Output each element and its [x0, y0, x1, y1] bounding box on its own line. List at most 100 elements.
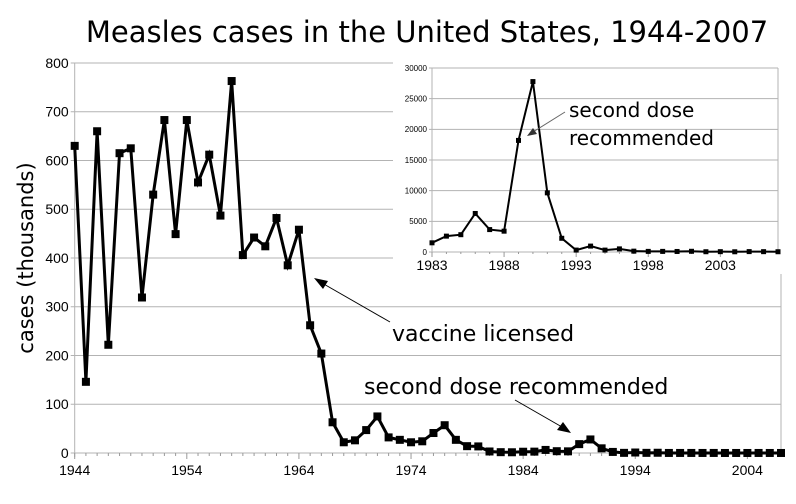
data-point [586, 435, 595, 444]
data-point [250, 233, 259, 242]
data-point [496, 448, 505, 457]
y-axis-label: cases (thousands) [14, 162, 38, 353]
chart-title: Measles cases in the United States, 1944… [86, 15, 768, 49]
data-point [660, 248, 666, 254]
data-point [485, 447, 494, 456]
data-point [171, 230, 180, 239]
data-point [698, 448, 707, 457]
data-point [294, 225, 303, 234]
data-point [373, 412, 382, 421]
main-annotations: vaccine licensed second dose recommended [314, 278, 668, 433]
annotation-vaccine-licensed: vaccine licensed [392, 322, 574, 347]
data-point [458, 232, 464, 238]
data-point [703, 249, 709, 255]
data-point [362, 426, 371, 435]
data-point [407, 438, 416, 447]
x-tick-label: 1998 [633, 257, 664, 273]
data-point [544, 190, 550, 196]
data-point [602, 247, 608, 253]
data-point [552, 447, 561, 456]
data-point [317, 349, 326, 358]
data-point [689, 248, 694, 254]
x-tick-label: 1964 [283, 462, 314, 478]
data-point [746, 249, 752, 255]
data-point [194, 178, 203, 187]
data-point [588, 243, 594, 249]
y-tick-label: 800 [45, 55, 69, 71]
second-dose-arrowhead [557, 422, 571, 433]
x-tick-label: 1954 [171, 462, 202, 478]
data-point [463, 442, 472, 451]
data-point [238, 251, 247, 260]
data-point [717, 249, 723, 255]
data-point [395, 435, 404, 444]
data-point [709, 448, 718, 457]
data-point [720, 448, 729, 457]
data-point [620, 448, 629, 457]
data-point [631, 448, 640, 457]
data-point [732, 448, 741, 457]
data-point [429, 240, 435, 246]
data-point [563, 447, 572, 456]
series-line [73, 80, 782, 455]
data-point [306, 321, 315, 330]
data-point [608, 447, 617, 456]
y-tick-label: 0 [61, 445, 69, 461]
data-point [530, 79, 536, 85]
data-point [516, 137, 521, 143]
inset-arrow [532, 111, 566, 133]
data-point [676, 448, 685, 457]
data-point [160, 116, 169, 125]
data-point [642, 448, 651, 457]
data-point [115, 149, 124, 158]
data-point [631, 248, 637, 254]
data-point [350, 436, 359, 445]
data-point [81, 377, 90, 386]
data-point [216, 211, 225, 220]
y-tick-label: 200 [45, 347, 69, 363]
y-tick-label: 300 [45, 299, 69, 315]
data-point [182, 116, 191, 125]
data-point [616, 246, 622, 252]
data-point [443, 233, 449, 239]
data-point [487, 227, 493, 233]
data-point [653, 448, 662, 457]
data-point [765, 448, 774, 457]
data-point [227, 77, 236, 86]
y-tick-label: 10000 [405, 186, 428, 195]
data-point [761, 249, 767, 255]
data-point [440, 421, 449, 430]
y-tick-label: 20000 [405, 125, 428, 134]
data-point [126, 144, 135, 153]
x-tick-label: 1993 [561, 257, 592, 273]
second-dose-arrow [514, 399, 563, 428]
y-tick-label: 600 [45, 152, 69, 168]
data-point [70, 141, 79, 150]
inset-arrowhead [527, 128, 537, 136]
main-axes: 0 100 200 300 400 500 600 700 800 1944 1954 1964 197… [45, 55, 782, 478]
x-tick-label: 1984 [508, 462, 539, 478]
x-tick-label: 2004 [732, 462, 763, 478]
data-point [451, 435, 460, 444]
data-point [93, 127, 102, 136]
y-tick-label: 0 [423, 248, 428, 257]
data-point [732, 249, 738, 255]
data-point [664, 448, 673, 457]
data-point [429, 429, 438, 438]
y-tick-label: 700 [45, 104, 69, 120]
x-tick-label: 1994 [620, 462, 651, 478]
x-tick-label: 1988 [489, 257, 520, 273]
data-point [474, 442, 483, 451]
data-point [575, 440, 584, 449]
data-point [501, 228, 507, 234]
x-tick-label: 1983 [416, 257, 447, 273]
data-point [104, 340, 113, 349]
data-point [339, 438, 348, 447]
data-point [328, 418, 337, 427]
data-point [573, 247, 579, 253]
data-point [261, 242, 270, 251]
data-point [775, 249, 781, 255]
data-point [530, 447, 539, 456]
main-series [70, 77, 785, 457]
